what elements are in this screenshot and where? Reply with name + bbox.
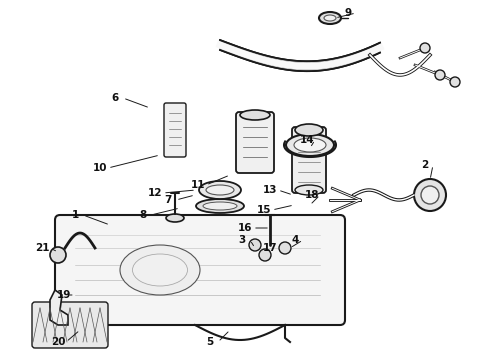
Circle shape [420, 43, 430, 53]
Text: 18: 18 [305, 190, 319, 200]
Text: 20: 20 [51, 337, 65, 347]
Ellipse shape [132, 254, 188, 286]
Text: 9: 9 [344, 8, 351, 18]
Text: 3: 3 [238, 235, 245, 245]
Text: 14: 14 [300, 135, 314, 145]
Ellipse shape [286, 134, 334, 156]
Circle shape [259, 249, 271, 261]
Text: 1: 1 [72, 210, 78, 220]
Ellipse shape [324, 15, 336, 21]
Text: 8: 8 [139, 210, 147, 220]
Text: 16: 16 [238, 223, 252, 233]
Ellipse shape [196, 199, 244, 213]
Text: 15: 15 [257, 205, 271, 215]
Text: 6: 6 [111, 93, 119, 103]
FancyBboxPatch shape [292, 127, 326, 193]
Text: 5: 5 [206, 337, 214, 347]
Text: 19: 19 [57, 290, 71, 300]
Ellipse shape [294, 138, 326, 152]
Circle shape [249, 239, 261, 251]
FancyBboxPatch shape [32, 302, 108, 348]
Text: 17: 17 [263, 243, 277, 253]
Circle shape [414, 179, 446, 211]
Text: 4: 4 [292, 235, 299, 245]
Circle shape [435, 70, 445, 80]
Circle shape [421, 186, 439, 204]
Circle shape [279, 242, 291, 254]
Ellipse shape [319, 12, 341, 24]
Ellipse shape [199, 181, 241, 199]
FancyBboxPatch shape [236, 112, 274, 173]
Text: 11: 11 [191, 180, 205, 190]
Text: 13: 13 [263, 185, 277, 195]
Text: 10: 10 [93, 163, 107, 173]
Ellipse shape [295, 185, 323, 195]
Ellipse shape [166, 214, 184, 222]
Ellipse shape [240, 110, 270, 120]
Ellipse shape [295, 124, 323, 136]
FancyBboxPatch shape [55, 215, 345, 325]
Ellipse shape [203, 202, 237, 210]
Circle shape [450, 77, 460, 87]
Text: 7: 7 [164, 195, 171, 205]
Ellipse shape [206, 185, 234, 195]
Ellipse shape [120, 245, 200, 295]
Text: 12: 12 [148, 188, 162, 198]
FancyBboxPatch shape [164, 103, 186, 157]
Polygon shape [50, 290, 68, 325]
Text: 2: 2 [421, 160, 429, 170]
Circle shape [50, 247, 66, 263]
Text: 21: 21 [35, 243, 49, 253]
